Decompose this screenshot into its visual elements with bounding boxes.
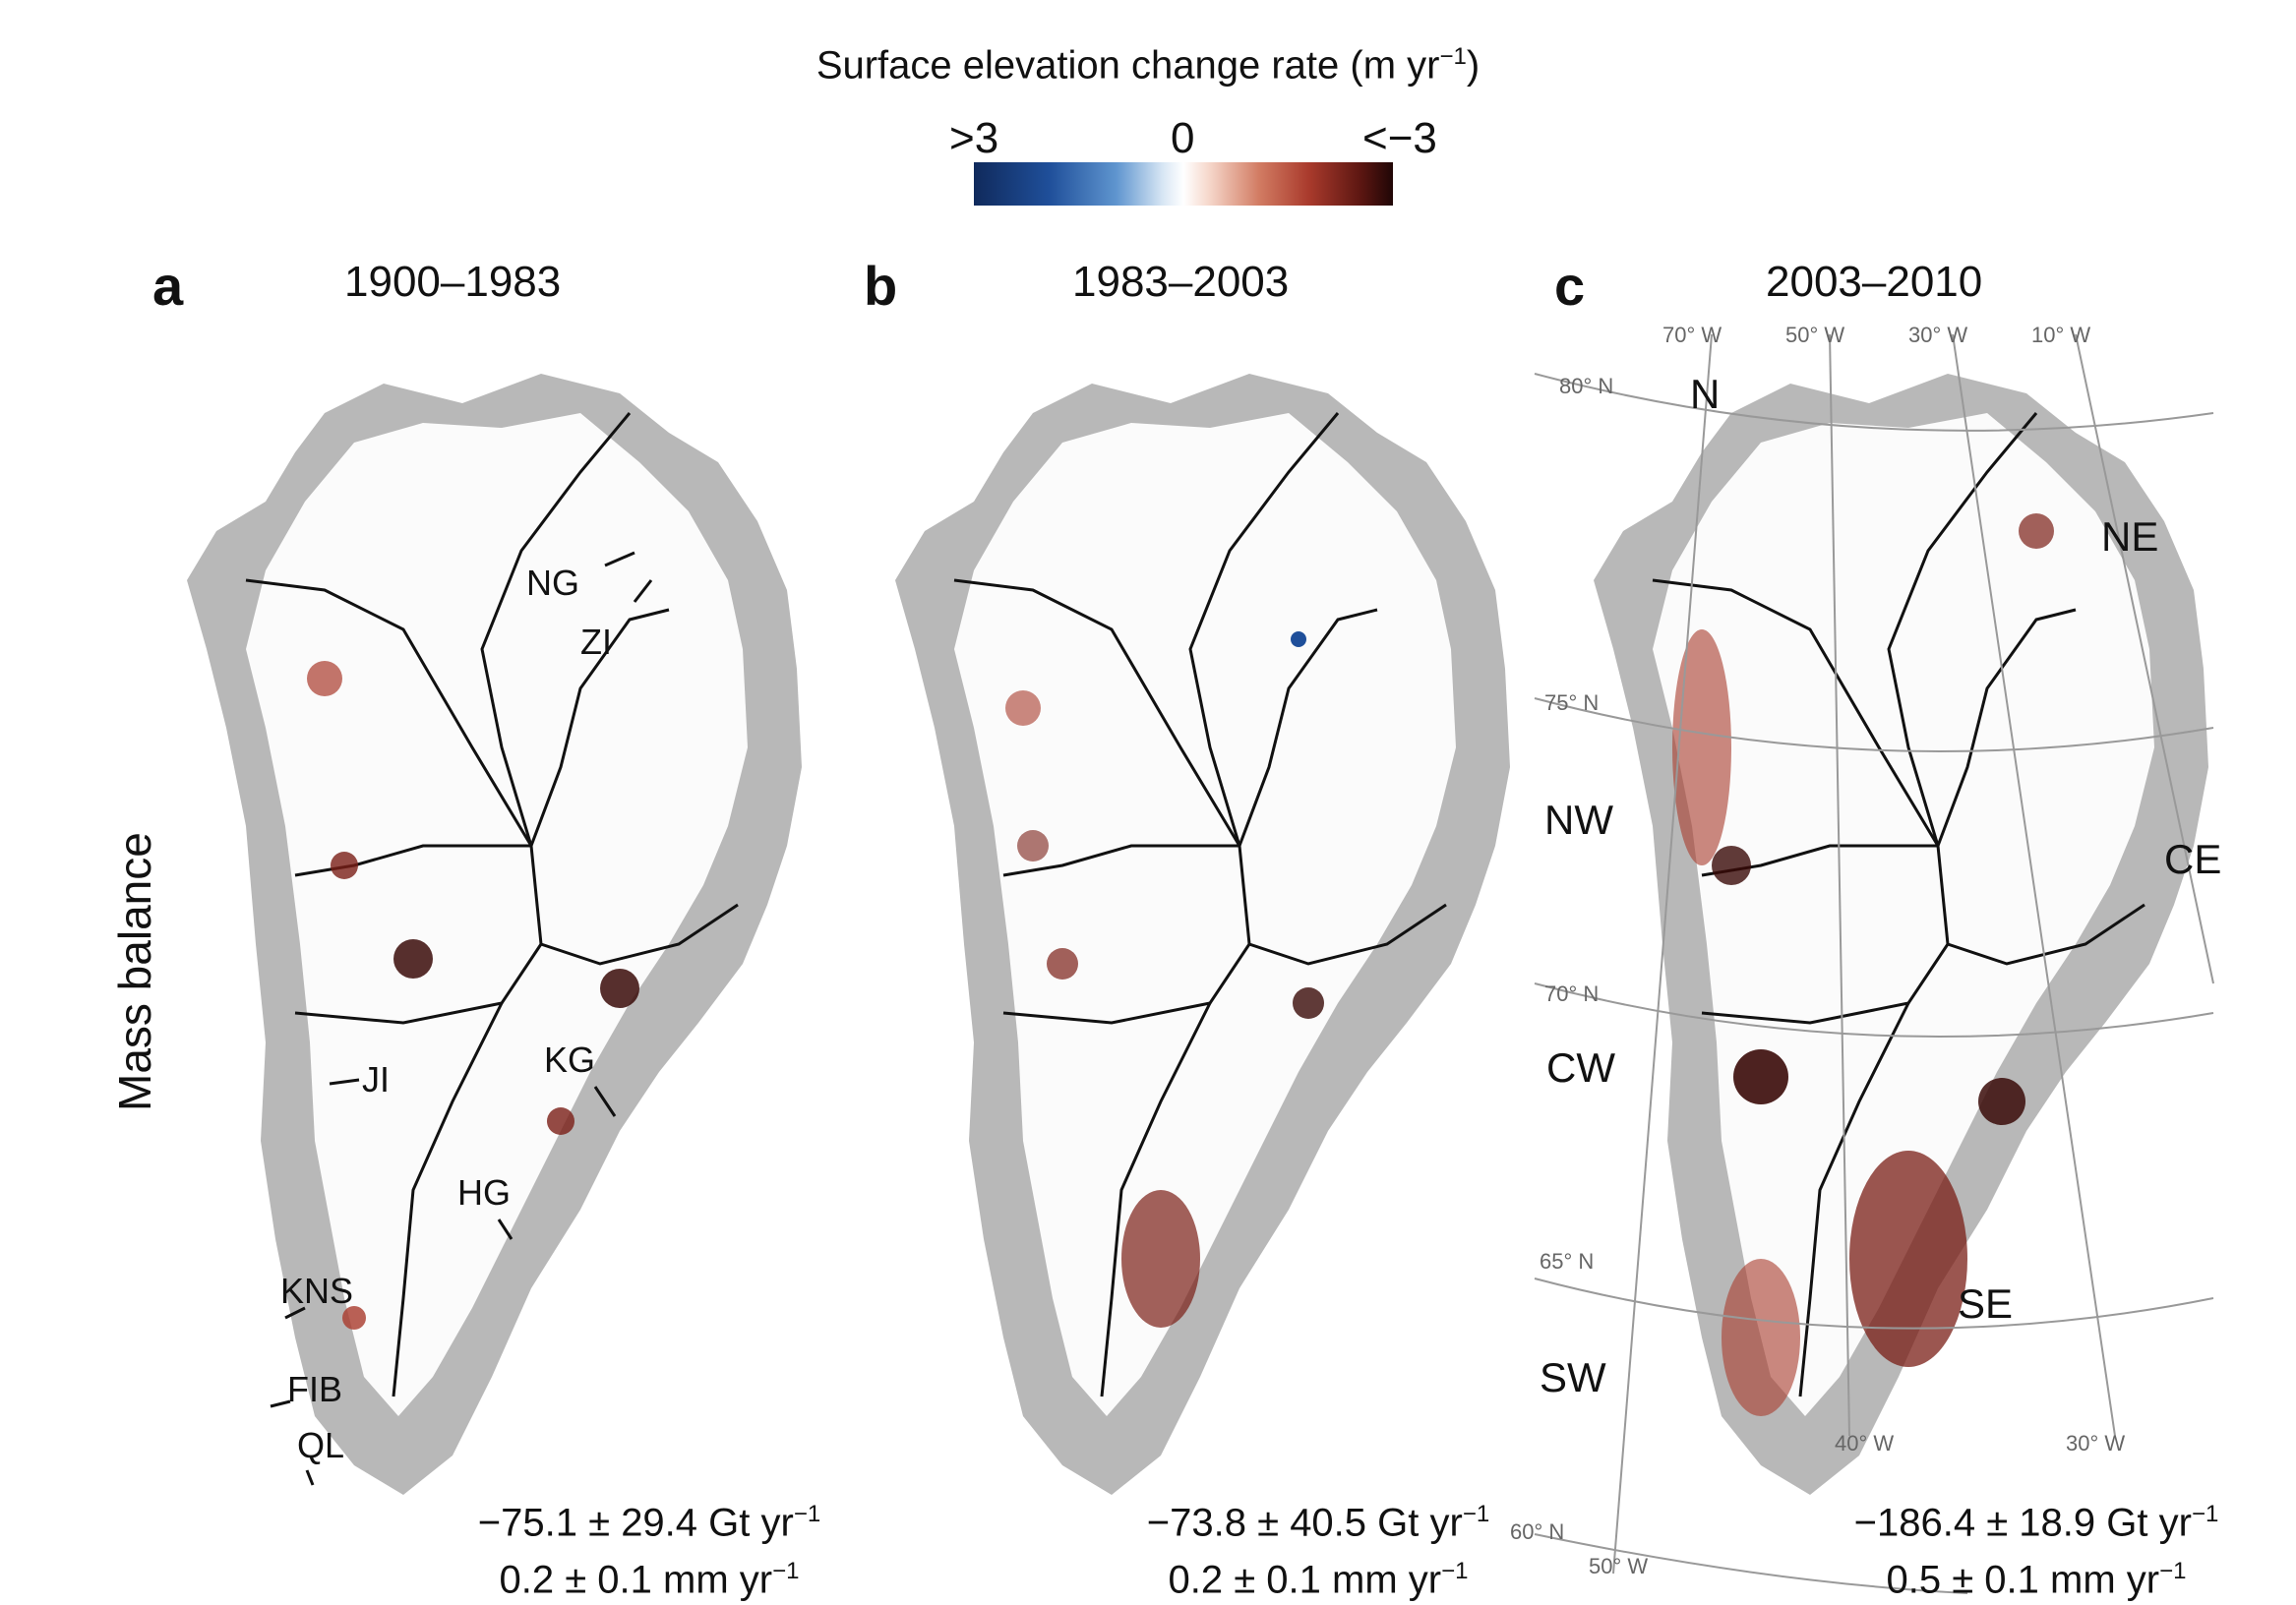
region-n: N <box>1690 371 1720 417</box>
panel-b-letter: b <box>864 255 898 317</box>
colorbar-title: Surface elevation change rate (m yr−1) <box>816 43 1480 88</box>
region-nw: NW <box>1544 797 1613 843</box>
grat-30w-bottom: 30° W <box>2066 1431 2125 1456</box>
glacier-label-zi: ZI <box>580 622 612 662</box>
region-cw: CW <box>1546 1044 1615 1091</box>
panel-c-letter: c <box>1554 255 1586 317</box>
map-panel-c <box>1592 372 2210 1497</box>
map-panel-b <box>893 372 1512 1497</box>
grat-75n: 75° N <box>1544 690 1599 715</box>
region-se: SE <box>1958 1280 2013 1327</box>
glacier-label-kns: KNS <box>280 1271 353 1311</box>
region-labels: N NE NW CE CW SE SW <box>1540 371 2221 1400</box>
region-sw: SW <box>1540 1354 1606 1400</box>
grat-30w: 30° W <box>1908 323 1967 347</box>
graticule-labels: 70° W 50° W 30° W 10° W 40° W 30° W 50° … <box>1510 323 2125 1578</box>
panel-c-title: 2003–2010 <box>1766 258 1983 306</box>
panel-a-title: 1900–1983 <box>344 258 562 306</box>
glacier-label-ng: NG <box>526 563 579 603</box>
region-ce: CE <box>2164 836 2221 882</box>
colorbar-tick-zero: 0 <box>1171 114 1195 162</box>
glacier-label-fib: FIB <box>287 1369 342 1409</box>
colorbar <box>974 162 1393 206</box>
grat-40w-bottom: 40° W <box>1835 1431 1894 1456</box>
map-panel-a <box>185 372 804 1497</box>
panel-a-letter: a <box>152 255 184 317</box>
colorbar-tick-min: <−3 <box>1362 114 1437 162</box>
grat-70n: 70° N <box>1544 981 1599 1006</box>
panel-a-mass-balance: −75.1 ± 29.4 Gt yr−1 0.2 ± 0.1 mm yr−1 <box>477 1501 821 1602</box>
glacier-label-kg: KG <box>544 1040 595 1080</box>
grat-10w: 10° W <box>2031 323 2090 347</box>
region-ne: NE <box>2101 513 2158 560</box>
glacier-label-ji: JI <box>362 1059 390 1100</box>
panel-c-mass-balance: −186.4 ± 18.9 Gt yr−1 0.5 ± 0.1 mm yr−1 <box>1853 1501 2219 1602</box>
grat-65n: 65° N <box>1540 1249 1594 1274</box>
glacier-labels: NG ZI JI KG HG KNS FIB QL <box>270 551 653 1486</box>
grat-60n: 60° N <box>1510 1519 1564 1544</box>
panel-b-mass-balance: −73.8 ± 40.5 Gt yr−1 0.2 ± 0.1 mm yr−1 <box>1146 1501 1490 1602</box>
grat-50w: 50° W <box>1785 323 1844 347</box>
glacier-label-ql: QL <box>297 1425 344 1465</box>
graticule-lines <box>1534 333 2214 1594</box>
grat-80n: 80° N <box>1559 374 1613 398</box>
glacier-label-hg: HG <box>457 1172 511 1213</box>
grat-70w: 70° W <box>1662 323 1722 347</box>
grat-50w-bottom: 50° W <box>1589 1554 1648 1578</box>
panel-b-title: 1983–2003 <box>1072 258 1290 306</box>
colorbar-tick-max: >3 <box>949 114 999 162</box>
